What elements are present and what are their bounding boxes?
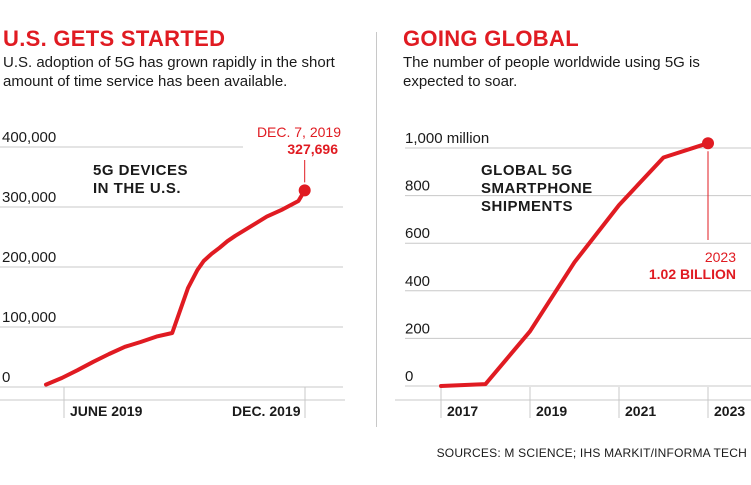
data-point xyxy=(298,184,311,197)
y-tick-label: 400 xyxy=(405,273,430,290)
series-line xyxy=(44,188,307,387)
panel-divider xyxy=(376,32,377,427)
source-note: SOURCES: M SCIENCE; IHS MARKIT/INFORMA T… xyxy=(436,446,747,460)
chart-label: IN THE U.S. xyxy=(93,180,181,197)
x-tick-label: DEC. 2019 xyxy=(232,403,301,419)
y-tick-label: 0 xyxy=(2,369,10,386)
y-tick-label: 400,000 xyxy=(2,129,56,146)
y-tick-label: 0 xyxy=(405,368,413,385)
global-shipments-chart: 1,000 million 800 600 400 200 0 2017 2019 2021 20… xyxy=(395,130,751,419)
series-line xyxy=(439,141,710,388)
us-devices-chart: 0 100,000 200,000 300,000 400,000 JUNE 2019 DE… xyxy=(0,124,345,419)
chart-label: SHIPMENTS xyxy=(481,198,573,215)
left-panel: U.S. GETS STARTED U.S. adoption of 5G ha… xyxy=(0,0,365,440)
x-tick-label: 2021 xyxy=(625,403,656,419)
x-tick-label: 2023 xyxy=(714,403,745,419)
annotation-year: 2023 xyxy=(705,249,736,265)
data-point xyxy=(702,137,714,150)
x-tick-label: JUNE 2019 xyxy=(70,403,143,419)
y-tick-label: 100,000 xyxy=(2,309,56,326)
annotation-value: 327,696 xyxy=(287,141,338,157)
x-tick-label: 2017 xyxy=(447,403,478,419)
right-headline: GOING GLOBAL xyxy=(403,26,579,51)
chart-label: 5G DEVICES xyxy=(93,162,188,179)
x-tick-label: 2019 xyxy=(536,403,567,419)
y-tick-label: 200 xyxy=(405,320,430,337)
right-panel: GOING GLOBAL The number of people worldw… xyxy=(395,0,751,440)
chart-label: GLOBAL 5G xyxy=(481,162,573,179)
y-tick-label: 300,000 xyxy=(2,189,56,206)
left-subtitle: U.S. adoption of 5G has grown rapidly in… xyxy=(3,54,335,90)
y-tick-label: 600 xyxy=(405,225,430,242)
annotation-date: DEC. 7, 2019 xyxy=(257,124,341,140)
right-subtitle: The number of people worldwide using 5G … xyxy=(403,54,700,90)
y-tick-label: 1,000 million xyxy=(405,130,489,147)
chart-label: SMARTPHONE xyxy=(481,180,593,197)
y-tick-label: 800 xyxy=(405,178,430,195)
y-tick-label: 200,000 xyxy=(2,249,56,266)
annotation-value: 1.02 BILLION xyxy=(649,266,736,282)
left-headline: U.S. GETS STARTED xyxy=(3,26,226,51)
